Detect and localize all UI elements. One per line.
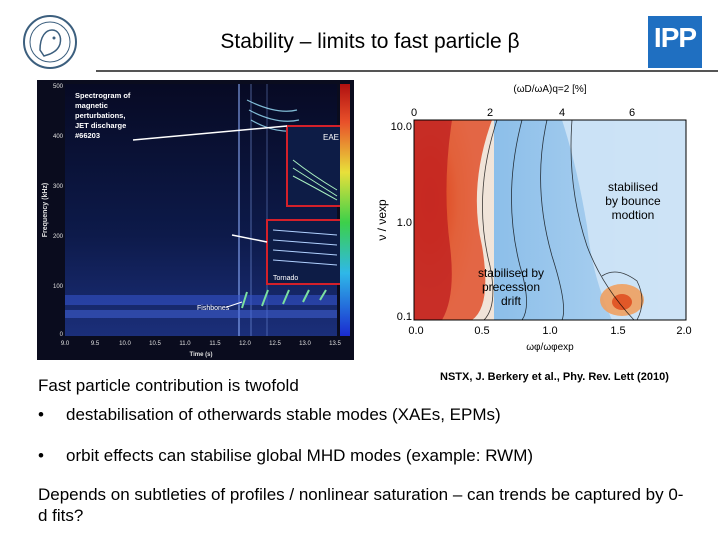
annotation-line: drift [500, 294, 521, 308]
top-tick: 0 [411, 107, 417, 119]
bullet-item: • orbit effects can stabilise global MHD … [38, 446, 533, 466]
stability-contour-plot: 0 2 4 6 (ωD/ωA)q=2 [%] 10.0 1.0 0.1 ν / … [372, 76, 702, 366]
x-tick: 10.5 [149, 341, 161, 347]
citation: NSTX, J. Berkery et al., Phy. Rev. Lett … [440, 371, 669, 383]
annotation-line: precession [481, 280, 541, 294]
x-tick: 12.5 [269, 341, 281, 347]
max-planck-logo [22, 14, 78, 70]
x-axis-label: Time (s) [190, 352, 213, 358]
top-tick: 2 [487, 107, 493, 119]
bullet-text: destabilisation of otherwards stable mod… [66, 405, 501, 424]
caption-line-1: Spectrogram of [75, 91, 131, 100]
annotation-line: modtion [611, 208, 655, 222]
y-tick: 10.0 [391, 121, 412, 133]
title-divider [96, 70, 718, 72]
x-tick: 11.5 [209, 341, 221, 347]
annotation-line: stabilised by [477, 266, 545, 280]
x-tick: 1.0 [542, 325, 557, 337]
y-tick: 0 [60, 332, 64, 338]
section-heading: Fast particle contribution is twofold [38, 376, 299, 395]
bullet-symbol: • [38, 446, 44, 465]
caption-line-2: magnetic [75, 101, 108, 110]
x-tick: 0.0 [408, 325, 423, 337]
caption-line-3: perturbations, [75, 111, 125, 120]
y-tick: 0.1 [397, 311, 412, 323]
tornado-label: Tornado [273, 275, 298, 282]
conclusion-text: Depends on subtleties of profiles / nonl… [38, 485, 684, 525]
fishbones-label: Fishbones [197, 305, 230, 312]
caption-line-5: #66203 [75, 131, 100, 140]
annotation-line: stabilised [607, 180, 659, 194]
y-axis-label: Frequency (kHz) [42, 183, 49, 237]
y-tick: 300 [53, 184, 64, 190]
y-tick: 100 [53, 284, 64, 290]
bullet-item: • destabilisation of otherwards stable mo… [38, 405, 501, 425]
top-axis-label: (ωD/ωA)q=2 [%] [513, 84, 586, 95]
ipp-logo: IPP [648, 16, 702, 68]
precession-annotation: stabilised by precession drift [467, 266, 555, 308]
x-axis-label: ωφ/ωφexp [526, 342, 574, 353]
caption-line-4: JET discharge [75, 121, 126, 130]
slide-title: Stability – limits to fast particle β [220, 30, 520, 53]
bounce-annotation: stabilised by bounce modtion [592, 180, 674, 222]
x-tick: 13.5 [329, 341, 341, 347]
x-tick: 1.5 [610, 325, 625, 337]
svg-text:Spectrogram of magnetic: Spectrogram of magnetic perturbations, J… [75, 91, 133, 140]
x-tick: 2.0 [676, 325, 691, 337]
y-axis-label: ν / νexp [375, 199, 389, 241]
x-tick: 9.0 [61, 341, 70, 347]
x-tick: 12.0 [239, 341, 251, 347]
bullet-text: orbit effects can stabilise global MHD m… [66, 446, 534, 465]
top-tick: 6 [629, 107, 635, 119]
x-tick: 0.5 [474, 325, 489, 337]
x-tick: 9.5 [91, 341, 100, 347]
x-tick: 10.0 [119, 341, 131, 347]
y-tick: 1.0 [397, 217, 412, 229]
top-tick: 4 [559, 107, 565, 119]
y-tick: 500 [53, 84, 64, 90]
y-tick: 200 [53, 234, 64, 240]
x-tick: 11.0 [179, 341, 191, 347]
spectrogram-figure: EAE Tornado Fishbones Spectrogram of mag… [37, 80, 354, 360]
eae-label: EAE [323, 133, 339, 142]
annotation-line: by bounce [605, 194, 661, 208]
x-tick: 13.0 [299, 341, 311, 347]
y-tick: 400 [53, 134, 64, 140]
ipp-logo-text: IPP [653, 22, 697, 53]
bullet-symbol: • [38, 405, 44, 424]
